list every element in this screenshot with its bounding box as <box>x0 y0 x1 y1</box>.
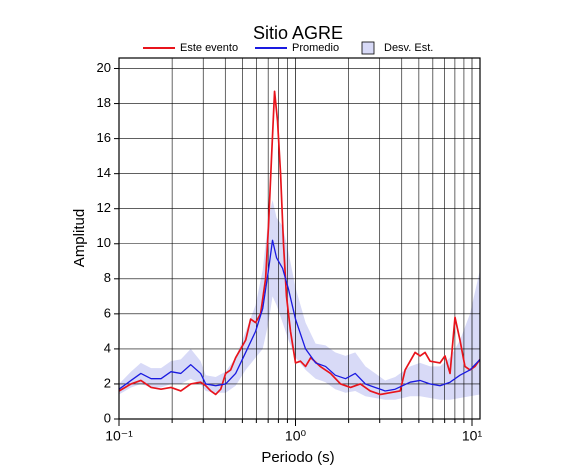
legend-label: Este evento <box>180 42 238 54</box>
x-axis-label: Periodo (s) <box>261 449 334 466</box>
y-tick-label: 4 <box>104 340 111 355</box>
legend-label: Desv. Est. <box>384 42 433 54</box>
x-tick-label: 10¹ <box>462 428 483 444</box>
chart-title: Sitio AGRE <box>253 23 343 43</box>
y-tick-label: 8 <box>104 270 111 285</box>
series-line <box>119 90 480 396</box>
y-tick-label: 16 <box>97 130 111 145</box>
plot-frame <box>118 57 481 420</box>
std-band <box>119 199 480 400</box>
y-tick-label: 20 <box>97 60 111 75</box>
x-tick-label: 10⁰ <box>285 428 307 444</box>
y-tick-label: 14 <box>97 165 111 180</box>
series-line <box>119 239 480 392</box>
y-axis-label: Amplitud <box>71 209 88 267</box>
y-tick-label: 18 <box>97 95 111 110</box>
x-tick-label: 10⁻¹ <box>105 428 133 444</box>
y-tick-label: 6 <box>104 305 111 320</box>
y-tick-label: 12 <box>97 200 111 215</box>
y-tick-label: 0 <box>104 410 111 425</box>
legend-label: Promedio <box>292 42 339 54</box>
y-tick-label: 2 <box>104 375 111 390</box>
legend-swatch <box>361 41 375 55</box>
y-tick-label: 10 <box>97 235 111 250</box>
